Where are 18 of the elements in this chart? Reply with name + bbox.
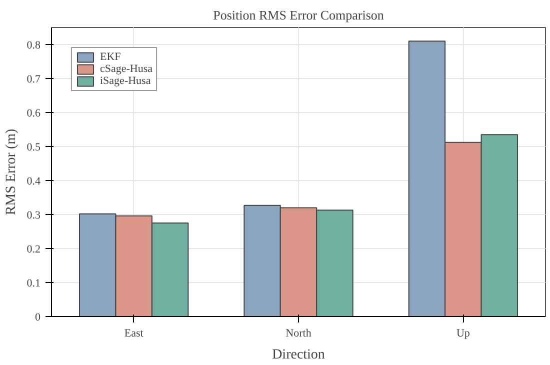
legend-label: cSage-Husa [100, 63, 153, 75]
x-tick-label: North [286, 328, 312, 340]
x-axis-title: Direction [272, 348, 325, 362]
y-tick-label: 0.7 [26, 74, 41, 86]
legend-label: iSage-Husa [100, 75, 151, 87]
x-tick-label: Up [456, 328, 470, 340]
y-tick-label: 0.4 [26, 176, 41, 188]
y-tick-label: 0 [35, 312, 41, 324]
y-tick-label: 0.1 [26, 278, 40, 290]
legend-label: EKF [100, 51, 121, 63]
x-tick-label: East [124, 328, 144, 340]
y-tick-label: 0.2 [26, 244, 40, 256]
y-tick-label: 0.5 [26, 142, 41, 154]
chart-title: Position RMS Error Comparison [213, 8, 384, 22]
y-tick-label: 0.8 [26, 40, 41, 52]
y-tick-label: 0.3 [26, 210, 41, 222]
y-tick-label: 0.6 [26, 108, 41, 120]
y-axis-title: RMS Error (m) [4, 128, 19, 216]
